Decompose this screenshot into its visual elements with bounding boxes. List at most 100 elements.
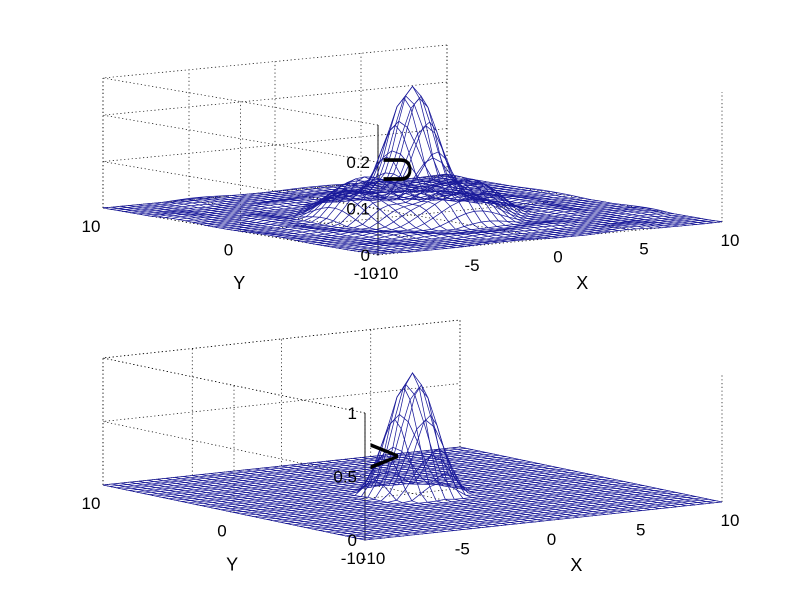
mesh-line: [102, 207, 379, 255]
mesh-line: [433, 449, 696, 506]
mesh-line: [403, 178, 680, 227]
mesh-line: [263, 418, 526, 524]
mesh-line: [227, 471, 490, 528]
z-axis-label: U: [376, 155, 420, 184]
mesh-line: [272, 386, 535, 523]
mesh-line: [446, 173, 723, 222]
mesh-line: [180, 199, 456, 248]
z-tick-label: 0: [348, 531, 357, 550]
z-tick-label: 1: [348, 404, 357, 423]
z-tick-label: 0.2: [346, 153, 370, 172]
x-tick-label: -5: [455, 540, 470, 559]
mesh-line: [183, 476, 446, 532]
mesh-line: [459, 446, 723, 503]
z-tick-label: 0.5: [333, 468, 357, 487]
mesh-line: [163, 201, 439, 250]
mesh-line: [147, 479, 410, 536]
mesh-line: [379, 455, 642, 511]
mesh-line: [343, 459, 607, 515]
mesh-line: [370, 456, 633, 512]
mesh-line: [102, 484, 366, 541]
x-axis-label: X: [570, 555, 582, 575]
mesh-line: [129, 481, 392, 538]
z-tick-label: 0: [361, 246, 370, 265]
x-tick-label: -5: [464, 256, 479, 275]
mesh-line: [292, 121, 568, 238]
mesh-line: [334, 459, 598, 516]
y-tick-label: -10: [354, 264, 379, 283]
mesh-line: [343, 183, 619, 231]
mesh-line: [290, 384, 553, 521]
x-tick-label: 10: [721, 231, 740, 250]
wall-grid-line: [102, 81, 448, 163]
mesh-line: [174, 477, 437, 533]
mesh-line: [442, 448, 705, 505]
mesh-line: [111, 483, 374, 540]
mesh-line: [137, 204, 413, 253]
y-tick-label: 0: [217, 522, 226, 541]
mesh-line: [156, 478, 419, 535]
x-tick-label: 0: [547, 530, 556, 549]
mesh-line: [406, 452, 669, 509]
mesh-line: [378, 181, 654, 229]
mesh-line: [451, 447, 714, 504]
y-tick-label: 0: [224, 241, 233, 260]
mesh-line: [257, 124, 533, 240]
wall-grid-line: [102, 44, 448, 126]
mesh-line: [218, 472, 482, 528]
mesh-line: [274, 85, 551, 239]
mesh-line: [197, 197, 473, 246]
y-tick-label: 10: [82, 217, 101, 236]
mesh-line: [210, 473, 473, 529]
mesh-line: [120, 482, 383, 539]
mesh-line: [299, 414, 562, 520]
mesh-line: [352, 458, 615, 514]
x-tick-label: -10: [361, 549, 386, 568]
mesh-line: [300, 151, 576, 237]
mesh-line: [415, 451, 678, 508]
mesh-line: [352, 183, 628, 230]
mesh-line: [369, 182, 645, 229]
mesh-line: [120, 205, 396, 254]
mesh-line: [317, 461, 580, 518]
x-tick-label: 5: [639, 239, 648, 258]
mesh-line: [412, 177, 688, 226]
y-axis-label: Y: [226, 554, 238, 574]
wall-grid-line: [102, 128, 448, 209]
mesh-line: [192, 475, 455, 531]
mesh-line: [201, 474, 464, 530]
mesh-line: [429, 175, 705, 225]
mesh-line: [317, 182, 594, 235]
surface-mesh: [102, 85, 723, 255]
mesh-line: [397, 453, 660, 509]
x-tick-label: 0: [553, 248, 562, 267]
mesh-line: [154, 202, 430, 251]
mesh-line: [309, 173, 585, 236]
z-axis-label: V: [363, 442, 407, 469]
mesh-line: [254, 453, 517, 525]
mesh-line: [424, 450, 687, 507]
mesh-line: [249, 156, 525, 241]
z-tick-label: 0.1: [346, 200, 370, 219]
x-axis-label: X: [576, 273, 588, 293]
mesh-line: [145, 203, 422, 252]
mesh-line: [245, 469, 508, 526]
mesh-line: [240, 180, 516, 241]
mesh-line: [421, 176, 697, 225]
mesh-line: [326, 460, 589, 517]
x-tick-label: -10: [374, 264, 399, 283]
mesh-line: [165, 478, 428, 534]
floor-grid-line: [233, 474, 592, 513]
surface-mesh: [102, 372, 723, 541]
mesh-line: [308, 448, 571, 519]
mesh-line: [188, 198, 465, 247]
y-tick-label: 10: [82, 494, 101, 513]
mesh-line: [171, 200, 447, 249]
mesh-line: [386, 180, 662, 229]
y-axis-label: Y: [233, 273, 245, 293]
mesh-line: [266, 97, 542, 240]
mesh-line: [388, 454, 651, 510]
